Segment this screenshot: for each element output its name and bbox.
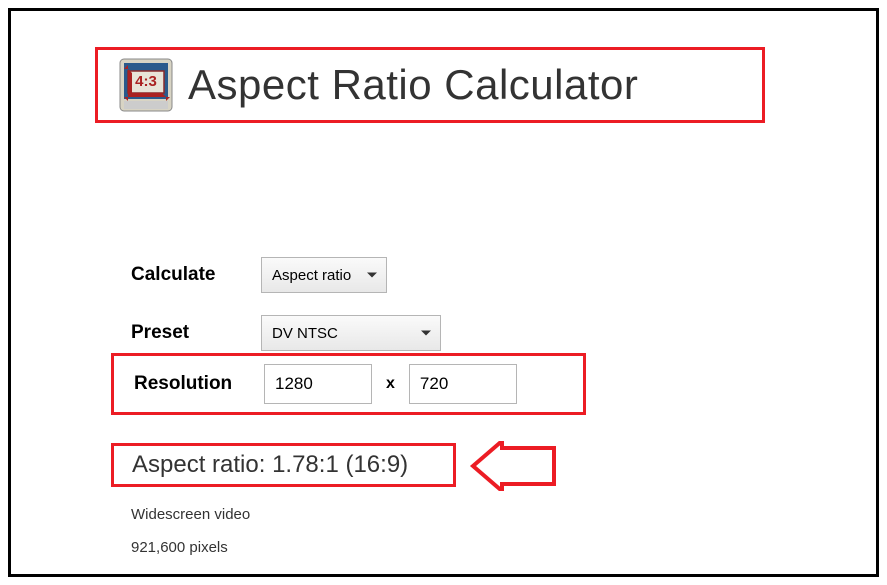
height-input[interactable] (409, 364, 517, 404)
result-description: Widescreen video (131, 506, 250, 523)
aspect-ratio-icon: 4:3 (118, 57, 174, 113)
chevron-down-icon (421, 331, 431, 336)
preset-select[interactable]: DV NTSC (261, 315, 441, 351)
chevron-down-icon (367, 273, 377, 278)
calculate-label: Calculate (131, 264, 261, 286)
page-title: Aspect Ratio Calculator (188, 61, 638, 109)
width-input[interactable] (264, 364, 372, 404)
arrow-icon (469, 441, 559, 491)
preset-select-value: DV NTSC (272, 325, 338, 342)
calculate-select-value: Aspect ratio (272, 267, 351, 284)
icon-ratio-text: 4:3 (135, 73, 157, 90)
preset-label: Preset (131, 322, 261, 344)
outer-frame: 4:3 Aspect Ratio Calculator Calculate As… (8, 8, 879, 577)
resolution-highlight-box: Resolution x (111, 353, 586, 415)
aspect-ratio-result: Aspect ratio: 1.78:1 (16:9) (132, 451, 408, 479)
resolution-label: Resolution (134, 373, 264, 395)
preset-row: Preset DV NTSC (131, 313, 611, 353)
calculate-select[interactable]: Aspect ratio (261, 257, 387, 293)
dimension-separator: x (386, 375, 395, 393)
calculate-row: Calculate Aspect ratio (131, 255, 611, 295)
title-highlight-box: 4:3 Aspect Ratio Calculator (95, 47, 765, 123)
result-pixels: 921,600 pixels (131, 539, 228, 556)
result-highlight-box: Aspect ratio: 1.78:1 (16:9) (111, 443, 456, 487)
